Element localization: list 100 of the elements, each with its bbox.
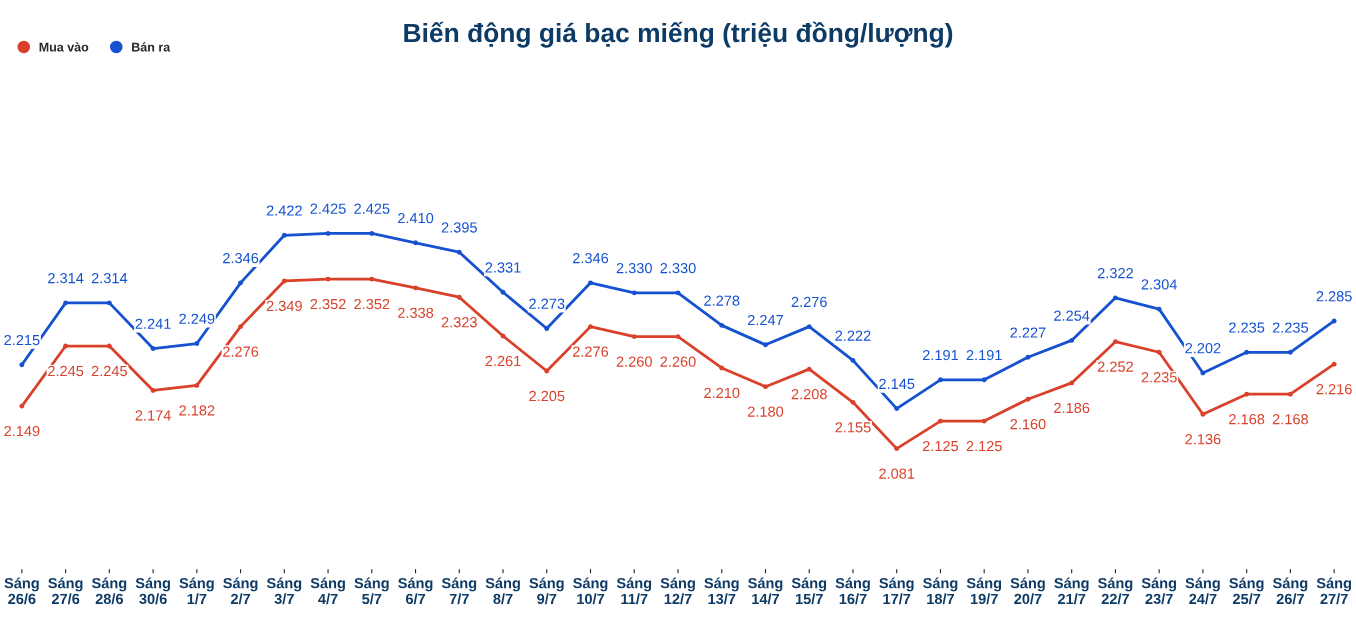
- data-label: 2.273: [529, 298, 565, 309]
- point: [1200, 411, 1206, 417]
- data-label: 2.227: [1010, 327, 1046, 338]
- point: [981, 377, 987, 383]
- data-label: 2.331: [485, 262, 521, 273]
- x-tick-label: Sáng 12/7: [660, 577, 695, 605]
- point: [938, 377, 943, 383]
- x-tick-label: Sáng 9/7: [529, 577, 564, 605]
- point: [413, 285, 418, 291]
- x-tick-label: Sáng 2/7: [223, 577, 258, 605]
- legend-label: Mua vào: [39, 42, 89, 52]
- point: [1156, 349, 1162, 355]
- data-label: 2.145: [879, 378, 915, 390]
- data-label: 2.235: [1141, 372, 1177, 383]
- point: [894, 406, 900, 412]
- point: [719, 322, 725, 328]
- point: [1287, 391, 1293, 397]
- data-label: 2.330: [616, 262, 652, 274]
- point: [63, 300, 69, 306]
- point: [456, 294, 462, 300]
- data-label: 2.235: [1229, 322, 1265, 333]
- point: [719, 365, 725, 371]
- data-label: 2.149: [4, 425, 40, 437]
- data-label: 2.208: [791, 388, 827, 400]
- point: [413, 240, 418, 246]
- x-tick-label: Sáng 30/6: [135, 577, 170, 605]
- data-label: 2.314: [91, 272, 128, 284]
- data-label: 2.215: [4, 334, 40, 346]
- x-tick-label: Sáng 27/6: [48, 577, 83, 605]
- data-label: 2.081: [879, 468, 915, 479]
- x-tick-label: Sáng 25/7: [1229, 577, 1264, 605]
- point: [238, 280, 244, 286]
- point: [806, 366, 812, 372]
- x-tick-label: Sáng 18/7: [923, 577, 958, 605]
- data-label: 2.323: [441, 317, 477, 328]
- data-label: 2.352: [354, 298, 390, 310]
- data-label: 2.410: [398, 212, 434, 224]
- data-label: 2.422: [266, 205, 302, 216]
- data-label: 2.174: [135, 410, 171, 421]
- point: [1244, 349, 1250, 355]
- data-label: 2.125: [922, 440, 959, 452]
- data-label: 2.249: [179, 313, 215, 324]
- x-tick-label: Sáng 11/7: [616, 577, 652, 605]
- point: [106, 343, 112, 349]
- point: [763, 342, 768, 348]
- x-tick-label: Sáng 14/7: [748, 577, 783, 605]
- x-tick-label: Sáng 1/7: [179, 577, 214, 605]
- chart-title: Biến động giá bạc miếng (triệu đồng/lượng): [404, 21, 953, 48]
- point: [1112, 339, 1118, 345]
- data-label: 2.425: [354, 203, 390, 214]
- data-label: 2.210: [704, 387, 740, 399]
- x-tick-label: Sáng 22/7: [1098, 577, 1133, 605]
- x-tick-label: Sáng 23/7: [1141, 577, 1177, 605]
- data-label: 2.205: [529, 390, 565, 402]
- x-tick-label: Sáng 7/7: [441, 577, 477, 605]
- point: [544, 326, 550, 331]
- x-tick-label: Sáng 20/7: [1010, 577, 1045, 605]
- data-label: 2.260: [660, 356, 696, 367]
- x-tick-label: Sáng 21/7: [1054, 577, 1089, 605]
- data-label: 2.182: [179, 405, 215, 416]
- x-tick-label: Sáng 8/7: [485, 577, 520, 605]
- data-label: 2.252: [1097, 361, 1133, 372]
- data-label: 2.125: [966, 440, 1002, 452]
- data-label: 2.180: [747, 406, 784, 417]
- x-tick-label: Sáng 28/6: [91, 577, 127, 605]
- data-label: 2.314: [48, 272, 84, 284]
- point: [19, 362, 25, 368]
- data-label: 2.216: [1316, 383, 1352, 395]
- data-label: 2.136: [1185, 434, 1221, 445]
- data-label: 2.254: [1054, 310, 1090, 321]
- data-label: 2.160: [1010, 419, 1046, 430]
- x-tick-label: Sáng 10/7: [573, 577, 608, 605]
- x-tick-label: Sáng 6/7: [398, 577, 433, 605]
- point: [106, 300, 112, 306]
- x-tick-label: Sáng 26/6: [4, 577, 39, 605]
- point: [588, 324, 593, 330]
- point: [1069, 337, 1075, 343]
- data-label: 2.245: [91, 365, 127, 377]
- point: [456, 249, 462, 255]
- point: [281, 278, 287, 284]
- point: [544, 368, 550, 374]
- data-label: 2.235: [1272, 322, 1309, 333]
- point: [806, 324, 812, 330]
- legend-label: Bán ra: [132, 42, 171, 52]
- data-label: 2.261: [485, 355, 521, 367]
- point: [369, 276, 375, 282]
- data-label: 2.346: [223, 252, 259, 264]
- data-label: 2.330: [660, 262, 696, 274]
- data-label: 2.285: [1316, 291, 1352, 302]
- x-tick-label: Sáng 19/7: [966, 577, 1002, 605]
- data-label: 2.260: [616, 356, 652, 367]
- point: [500, 289, 506, 295]
- data-label: 2.191: [922, 349, 958, 361]
- point: [675, 290, 681, 296]
- data-label: 2.395: [441, 222, 477, 233]
- x-tick-label: Sáng 17/7: [879, 577, 914, 605]
- data-label: 2.202: [1185, 343, 1221, 354]
- data-label: 2.425: [310, 203, 346, 214]
- x-tick-label: Sáng 24/7: [1185, 577, 1220, 605]
- data-label: 2.338: [398, 307, 434, 318]
